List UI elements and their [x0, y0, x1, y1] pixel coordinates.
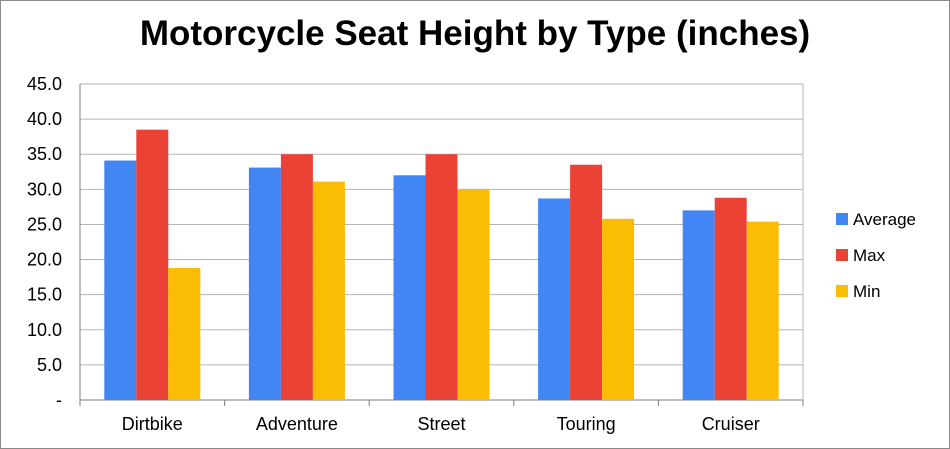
- bar-min-touring: [602, 218, 635, 400]
- x-tick-label: Street: [417, 414, 465, 434]
- y-tick-label: 15.0: [27, 285, 62, 305]
- y-tick-label: 30.0: [27, 179, 62, 199]
- legend-label-min: Min: [853, 282, 880, 301]
- y-tick-label: 25.0: [27, 214, 62, 234]
- bar-average-dirtbike: [104, 160, 137, 400]
- y-tick-label: -: [56, 390, 62, 410]
- y-tick-label: 40.0: [27, 109, 62, 129]
- x-tick-label: Cruiser: [702, 414, 760, 434]
- y-tick-label: 35.0: [27, 144, 62, 164]
- x-tick-label: Touring: [557, 414, 616, 434]
- bar-min-street: [457, 189, 490, 400]
- bar-max-adventure: [280, 154, 313, 400]
- y-tick-label: 5.0: [37, 355, 62, 375]
- bar-max-cruiser: [714, 197, 747, 400]
- legend-swatch-average: [836, 213, 848, 225]
- y-tick-label: 20.0: [27, 250, 62, 270]
- x-tick-label: Dirtbike: [122, 414, 183, 434]
- x-tick-label: Adventure: [256, 414, 338, 434]
- y-tick-label: 45.0: [27, 74, 62, 94]
- bar-max-touring: [570, 164, 603, 400]
- bar-average-cruiser: [682, 210, 715, 400]
- legend-label-max: Max: [853, 246, 886, 265]
- bar-min-cruiser: [746, 221, 779, 400]
- bar-min-adventure: [312, 181, 345, 400]
- bar-max-street: [425, 154, 458, 400]
- bar-max-dirtbike: [136, 129, 169, 400]
- bar-average-street: [393, 175, 426, 400]
- bar-min-dirtbike: [168, 267, 201, 400]
- chart-title: Motorcycle Seat Height by Type (inches): [139, 14, 811, 53]
- legend-swatch-max: [836, 249, 848, 261]
- legend-swatch-min: [836, 285, 848, 297]
- legend-label-average: Average: [853, 210, 916, 229]
- y-tick-label: 10.0: [27, 320, 62, 340]
- bar-average-adventure: [248, 167, 281, 400]
- bar-average-touring: [538, 198, 571, 400]
